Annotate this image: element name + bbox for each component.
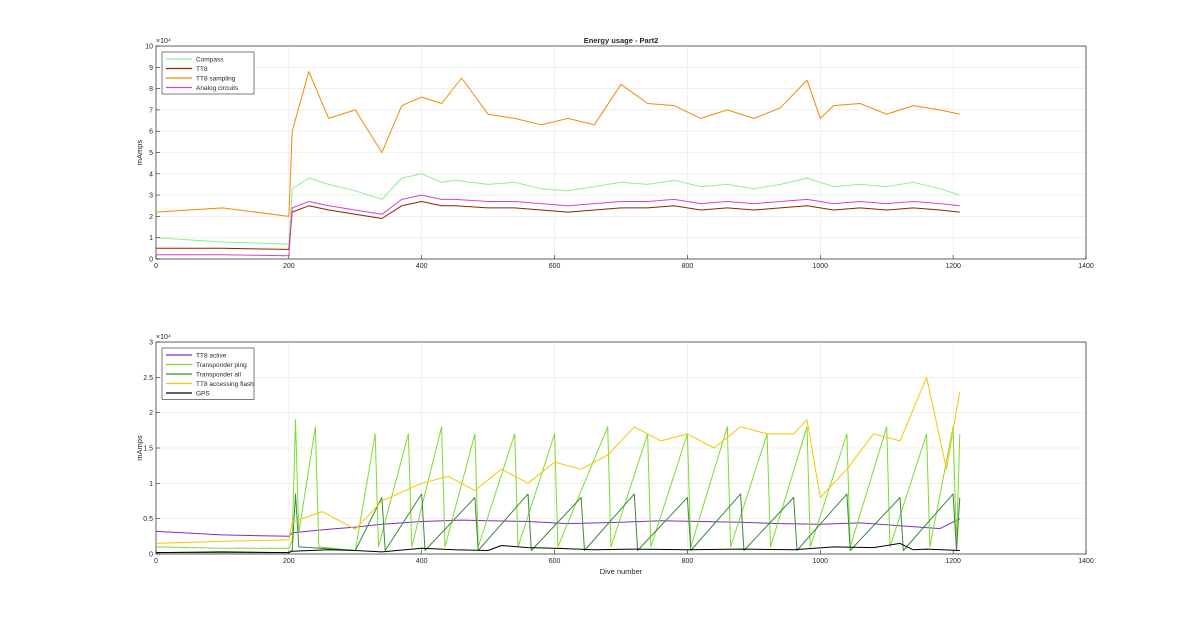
bottom-series-line-tt8-active [155, 518, 961, 537]
top-y-ticks: 0 1 2 3 4 5 6 7 8 9 10 [145, 44, 160, 264]
bottom-x-axis-label: Dive number [600, 567, 643, 576]
top-y-tick-label: 2 [149, 214, 153, 221]
top-legend-entry: TT8 [196, 66, 208, 73]
bottom-x-tick-label: 0 [154, 558, 158, 565]
bottom-series [155, 376, 961, 554]
bottom-x-tick-label: 1400 [1078, 558, 1094, 565]
bottom-y-exponent: ×10⁴ [156, 334, 171, 341]
top-x-tick-label: 1200 [945, 263, 961, 270]
top-x-ticks: 0 200 400 600 800 1000 1200 1400 [154, 255, 1094, 270]
top-y-tick-label: 4 [149, 171, 153, 178]
bottom-y-tick-label: 1 [149, 481, 153, 488]
top-y-tick-label: 7 [149, 107, 153, 114]
energy-usage-panel: 0 200 400 600 800 1000 1200 1400 0 1 2 3 4 5 6 7 8 9 10 ×… [135, 36, 1094, 270]
top-x-tick-label: 1400 [1078, 263, 1094, 270]
top-x-tick-label: 1000 [812, 263, 828, 270]
bottom-y-axis-label: mAmps [135, 435, 144, 461]
top-series-line-tt8-sampling [155, 71, 960, 217]
top-x-tick-label: 400 [416, 263, 428, 270]
top-series-line-tt8 [156, 201, 960, 250]
bottom-x-tick-label: 200 [283, 558, 295, 565]
bottom-legend-entry: TT8 active [196, 352, 227, 359]
bottom-y-ticks: 0 0.5 1 1.5 2 2.5 3 [143, 340, 160, 559]
bottom-y-tick-label: 3 [149, 340, 153, 347]
bottom-x-ticks: 0 200 400 600 800 1000 1200 1400 [154, 550, 1094, 565]
bottom-x-tick-label: 400 [416, 558, 428, 565]
bottom-x-tick-label: 1000 [812, 558, 828, 565]
top-y-exponent: ×10⁴ [156, 38, 171, 45]
bottom-y-tick-label: 1.5 [143, 446, 153, 453]
bottom-x-tick-label: 800 [682, 558, 694, 565]
bottom-x-tick-label: 600 [549, 558, 561, 565]
top-series [155, 71, 960, 257]
top-y-axis-label: mAmps [135, 140, 144, 166]
bottom-legend-entry: TT8 accessing flash [196, 381, 254, 388]
top-x-tick-label: 0 [154, 263, 158, 270]
top-x-tick-label: 600 [549, 263, 561, 270]
bottom-series-line-tt8-accessing-flash [155, 376, 961, 544]
top-y-tick-label: 5 [149, 150, 153, 157]
top-legend-entry: Compass [196, 56, 224, 63]
top-y-tick-label: 10 [145, 44, 153, 51]
top-y-tick-label: 1 [149, 235, 153, 242]
top-y-tick-label: 9 [149, 65, 153, 72]
bottom-series-line-gps [155, 542, 960, 554]
top-x-tick-label: 200 [283, 263, 295, 270]
bottom-y-tick-label: 2 [149, 410, 153, 417]
bottom-y-tick-label: 0.5 [143, 516, 153, 523]
bottom-series-line-transponder-all [156, 493, 961, 554]
bottom-series-line-transponder-ping [155, 419, 961, 551]
top-legend-entry: Analog circuits [196, 85, 239, 92]
top-y-tick-label: 3 [149, 193, 153, 200]
top-y-tick-label: 0 [149, 257, 153, 264]
top-legend-entry: TT8 sampling [196, 75, 236, 82]
bottom-x-tick-label: 1200 [945, 558, 961, 565]
bottom-y-tick-label: 2.5 [143, 375, 153, 382]
bottom-legend-entry: GPS [196, 390, 210, 397]
top-legend[interactable]: Compass TT8 TT8 sampling Analog circuits [161, 51, 255, 95]
bottom-y-tick-label: 0 [149, 552, 153, 559]
top-y-tick-label: 8 [149, 86, 153, 93]
top-series-line-compass [155, 173, 960, 245]
top-series-line-analog-circuits [156, 194, 960, 257]
top-y-tick-label: 6 [149, 129, 153, 136]
bottom-legend-entry: Transponder all [196, 371, 241, 378]
top-x-tick-label: 800 [682, 263, 694, 270]
transponder-panel: 0 200 400 600 800 1000 1200 1400 00.511.522.53 … [135, 334, 1094, 576]
bottom-legend-entry: Transponder ping [196, 362, 247, 369]
top-chart-title: Energy usage - Part2 [584, 36, 659, 45]
bottom-legend[interactable]: TT8 active Transponder ping Transponder al… [161, 347, 255, 400]
